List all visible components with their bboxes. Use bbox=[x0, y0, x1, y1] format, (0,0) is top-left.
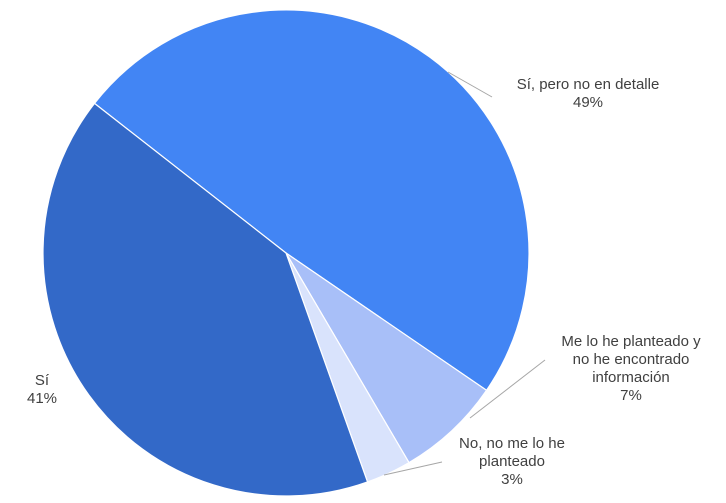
slice-value-label: 49% bbox=[573, 94, 603, 111]
slice-name-label: Sí bbox=[35, 372, 50, 389]
slice-name-label: planteado bbox=[479, 453, 545, 470]
leader-lines bbox=[383, 71, 546, 476]
leader-line-3 bbox=[383, 461, 443, 476]
leader-line-2 bbox=[469, 359, 546, 419]
slice-label-4: Sí 41% bbox=[27, 372, 57, 407]
pie-slice-1 bbox=[93, 9, 530, 392]
slice-name-label: Me lo he planteado y bbox=[561, 333, 701, 350]
leader-line-1 bbox=[447, 71, 493, 98]
slice-name-label: Sí, pero no en detalle bbox=[517, 76, 660, 93]
slice-name-label: No, no me lo he bbox=[459, 435, 565, 452]
slice-label-2: Me lo he planteado y no he encontrado info… bbox=[561, 333, 701, 404]
slice-name-label: no he encontrado bbox=[573, 351, 690, 368]
slice-label-3: No, no me lo he planteado 3% bbox=[459, 435, 565, 488]
pie-slice-4 bbox=[42, 102, 369, 497]
pie-slices bbox=[42, 9, 530, 497]
slice-name-label: información bbox=[592, 369, 670, 386]
slice-value-label: 3% bbox=[501, 471, 523, 488]
slice-value-label: 41% bbox=[27, 390, 57, 407]
slice-label-1: Sí, pero no en detalle 49% bbox=[517, 76, 660, 111]
slice-labels: Sí, pero no en detalle 49% Me lo he plante… bbox=[27, 76, 701, 488]
pie-slice-2 bbox=[285, 252, 488, 464]
slice-value-label: 7% bbox=[620, 387, 642, 404]
